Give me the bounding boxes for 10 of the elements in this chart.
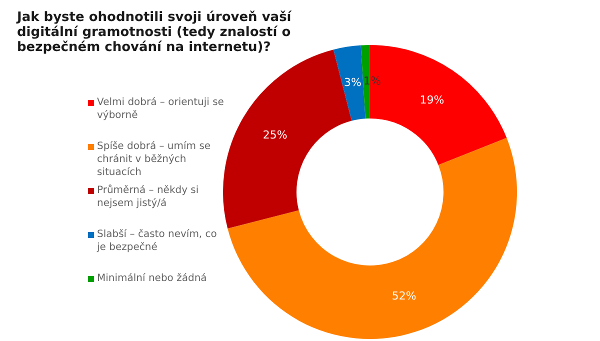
data-label: 25% [262,128,288,142]
legend-label: Minimální nebo žádná [97,272,207,285]
legend-label: Průměrná – někdy si nejsem jistý/á [97,184,200,210]
legend-label: Spíše dobrá – umím se chránit v běžných situacích [97,140,212,179]
data-label: 19% [420,94,444,107]
legend-label: Slabší – často nevím, co je bezpečné [97,228,218,254]
data-label: 3% [344,76,362,89]
data-label: 52% [392,290,416,303]
legend-label: Velmi dobrá – orientuji se výborně [97,96,225,122]
chart-title: Jak byste ohodnotili svoji úroveň vaší digitální gramotnosti (tedy znalostí o bezpečném chování na internetu)? [17,10,293,55]
